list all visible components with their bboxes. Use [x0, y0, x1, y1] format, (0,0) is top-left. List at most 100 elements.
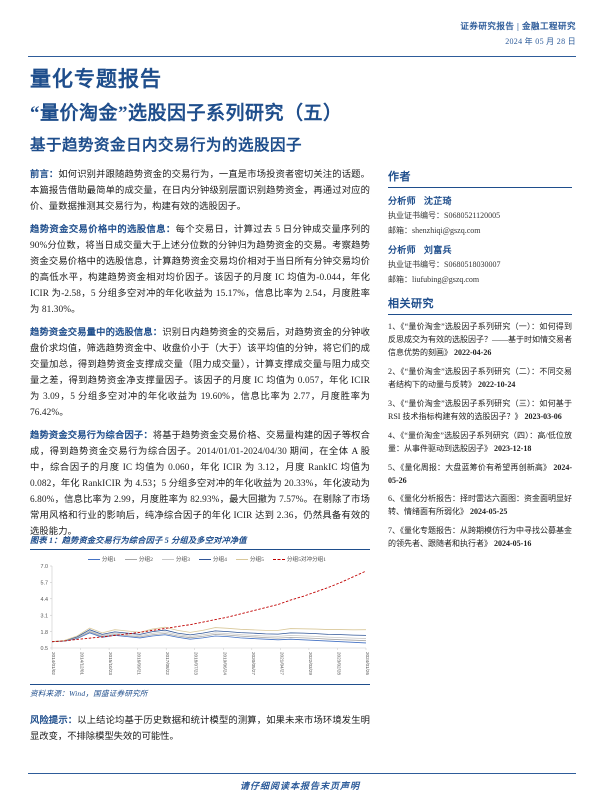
risk-disclosure: 风险提示：以上结论均基于历史数据和统计模型的测算，如果未来市场环境发生明显改变，…: [30, 714, 370, 746]
related-research-text: 3、《“量价淘金”选股因子系列研究（三）：如何基于 RSI 技术指标构建有效的选…: [388, 398, 572, 421]
header-date: 2024 年 05 月 28 日: [505, 36, 576, 46]
paragraph-volume-signal-text: 识别日内趋势资金的交易后，对趋势资金的分钟收盘价求均值，筛选趋势资金中、收盘价小…: [30, 327, 371, 418]
chart-y-tick-label: 5.7: [41, 581, 49, 587]
chart-x-tick-label: 2015/10/23: [108, 652, 113, 675]
paragraph-preface-lead: 前言：: [30, 170, 59, 180]
analyst-email[interactable]: 邮箱：liufubing@gszq.com: [388, 274, 572, 286]
paragraph-composite-factor-lead: 趋势资金交易行为综合因子：: [30, 430, 153, 441]
chart-legend-item: 分组1: [87, 555, 116, 563]
chart-series-line: [51, 626, 367, 643]
chart-y-tick-label: 4.4: [41, 597, 49, 603]
analyst-email-value[interactable]: shenzhiqi@gszq.com: [412, 226, 481, 235]
analyst-license-value: S0680518030007: [444, 260, 501, 269]
paragraph-preface: 前言：如何识别并跟随趋势资金的交易行为，一直是市场投资者密切关注的话题。本篇报告…: [30, 168, 370, 216]
figure-body: 分组1 分组2 分组3 分组4 分组5 分组5对冲分组1 0.5 1.8 3.1 4.4 5.7 7…: [30, 550, 370, 685]
analyst-email-label: 邮箱：: [388, 226, 412, 235]
sidebar-related-heading: 相关研究: [388, 295, 572, 315]
chart-legend-label: 分组5对冲分组1: [286, 557, 327, 563]
chart-series-line: [51, 629, 367, 643]
chart-legend-label: 分组4: [212, 557, 227, 563]
related-research-date: 2023-03-06: [524, 411, 562, 421]
paragraph-price-signal: 趋势资金交易价格中的选股信息：每个交易日，计算过去 5 日分钟成交量序列的 90…: [30, 223, 370, 319]
chart-x-tick-label: 2019/06/24: [222, 652, 227, 675]
paragraph-composite-factor-text: 将基于趋势资金交易价格、交易量构建的因子等权合成，得到趋势资金交易行为综合因子。…: [30, 430, 370, 537]
chart-x-tick-label: 2023/02/28: [336, 652, 341, 675]
chart-y-tick-label: 3.1: [41, 613, 49, 619]
sidebar-authors-heading: 作者: [388, 168, 572, 188]
header-report-type: 证券研究报告 | 金融工程研究: [460, 21, 576, 31]
chart-x-tick-label: 2021/04/27: [279, 652, 284, 675]
chart-legend-swatch: [272, 558, 285, 560]
chart-x-tick-label: 2017/08/22: [165, 652, 170, 675]
title-block: 量化专题报告 “量价淘金”选股因子系列研究（五） 基于趋势资金日内交易行为的选股…: [30, 66, 460, 156]
chart-legend-item: 分组5: [235, 555, 264, 563]
analyst-license-value: S0680521120005: [444, 211, 501, 220]
analyst-role: 分析师: [388, 245, 416, 255]
chart-legend-item: 分组4: [198, 555, 227, 563]
chart-y-tick-label: 7.0: [41, 564, 49, 570]
header-divider: [28, 56, 576, 57]
analyst-email-value[interactable]: liufubing@gszq.com: [412, 275, 480, 284]
net-value-line-chart: 0.5 1.8 3.1 4.4 5.7 7.0 2014/01/02 2014/12/01 20…: [41, 564, 371, 675]
chart-legend-swatch: [124, 558, 137, 560]
chart-x-tick-label: 2024/01/26: [365, 652, 370, 675]
related-research-item[interactable]: 1、《“量价淘金”选股因子系列研究（一）：如何得到反思成交为有效的选股因子？——…: [388, 321, 572, 360]
chart-legend-item: 分组5对冲分组1: [272, 555, 327, 563]
analyst-license-label: 执业证书编号：: [388, 260, 444, 269]
related-research-text: 6、《量化分析报告：择时雷达六面图：资金面明显好转、情绪面有所弱化》: [388, 494, 572, 517]
analyst-email[interactable]: 邮箱：shenzhiqi@gszq.com: [388, 225, 572, 237]
related-research-item[interactable]: 4、《“量价淘金”选股因子系列研究（四）：高/低位放量：从事件驱动到选股因子》 …: [388, 430, 572, 456]
figure-title: 图表 1：趋势资金交易行为综合因子 5 分组及多空对冲净值: [30, 534, 370, 550]
analyst-name: 刘富兵: [423, 245, 452, 255]
main-body: 前言：如何识别并跟随趋势资金的交易行为，一直是市场投资者密切关注的话题。本篇报告…: [30, 168, 370, 548]
related-research-date: 2024-05-16: [494, 539, 532, 549]
chart-x-tick-label: 2018/07/23: [194, 652, 199, 675]
chart-legend: 分组1 分组2 分组3 分组4 分组5 分组5对冲分组1: [44, 555, 370, 563]
chart-legend-label: 分组2: [138, 557, 153, 563]
paragraph-volume-signal-lead: 趋势资金交易量中的选股信息：: [30, 327, 163, 338]
related-research-item[interactable]: 6、《量化分析报告：择时雷达六面图：资金面明显好转、情绪面有所弱化》 2024-…: [388, 493, 572, 519]
figure-source: 资料来源：Wind，国盛证券研究所: [30, 689, 148, 698]
chart-legend-swatch: [235, 558, 248, 560]
chart-legend-swatch: [161, 558, 174, 560]
related-research-item[interactable]: 5、《量化周报：大盘蓝筹价有希望再创新高》 2024-05-26: [388, 462, 572, 488]
paragraph-price-signal-text: 每个交易日，计算过去 5 日分钟成交量序列的 90%分位数，将当日成交量大于上述…: [30, 224, 370, 315]
chart-legend-label: 分组5: [249, 557, 264, 563]
chart-series-line: [51, 570, 367, 643]
related-research-item[interactable]: 3、《“量价淘金”选股因子系列研究（三）：如何基于 RSI 技术指标构建有效的选…: [388, 398, 572, 424]
chart-legend-swatch: [87, 558, 100, 560]
chart-x-tick-label: 2016/09/21: [137, 652, 142, 675]
analyst-license: 执业证书编号：S0680518030007: [388, 259, 572, 271]
paragraph-volume-signal: 趋势资金交易量中的选股信息：识别日内趋势资金的交易后，对趋势资金的分钟收盘价求均…: [30, 326, 370, 422]
chart-legend-swatch: [198, 558, 211, 560]
footer-notice: 请仔细阅读本报告末页声明: [239, 781, 360, 791]
chart-x-tick-label: 2014/01/02: [51, 652, 56, 675]
related-research-date: 2024-05-26: [388, 462, 573, 485]
related-research-date: 2024-05-25: [470, 507, 508, 517]
related-research-text: 1、《“量价淘金”选股因子系列研究（一）：如何得到反思成交为有效的选股因子？——…: [388, 322, 572, 357]
related-research-date: 2022-04-26: [454, 347, 492, 357]
chart-legend-item: 分组3: [161, 555, 190, 563]
page-subtitle: 基于趋势资金日内交易行为的选股因子: [30, 136, 303, 154]
document-header: 证券研究报告 | 金融工程研究 2024 年 05 月 28 日: [460, 20, 576, 48]
analyst-name: 沈芷琦: [423, 196, 452, 206]
analyst-name-row: 分析师 刘富兵: [388, 243, 572, 256]
figure-1: 图表 1：趋势资金交易行为综合因子 5 分组及多空对冲净值 分组1 分组2 分组3 分…: [30, 534, 370, 699]
analyst-entry: 分析师 沈芷琦 执业证书编号：S0680521120005 邮箱：shenzhiq…: [388, 194, 572, 237]
related-research-item[interactable]: 7、《量化专题报告：从跨期模仿行为中寻找公募基金的领先者、跟随者和执行者》 20…: [388, 525, 572, 551]
chart-x-tick-label: 2020/05/27: [251, 652, 256, 675]
related-research-text: 7、《量化专题报告：从跨期模仿行为中寻找公募基金的领先者、跟随者和执行者》: [388, 526, 572, 549]
footer-divider: [28, 773, 576, 774]
chart-legend-label: 分组3: [175, 557, 190, 563]
related-research-item[interactable]: 2、《“量价淘金”选股因子系列研究（二）：不同交易者结构下的动量与反转》 202…: [388, 366, 572, 392]
chart-legend-item: 分组2: [124, 555, 153, 563]
related-research-text: 5、《量化周报：大盘蓝筹价有希望再创新高》: [388, 462, 552, 472]
analyst-role: 分析师: [388, 196, 416, 206]
chart-series-line: [51, 631, 367, 643]
chart-series-line: [51, 630, 367, 643]
chart-y-tick-label: 1.8: [41, 630, 49, 636]
analyst-email-label: 邮箱：: [388, 275, 412, 284]
page-title: “量价淘金”选股因子系列研究（五）: [30, 103, 343, 125]
risk-disclosure-lead: 风险提示：: [30, 716, 78, 726]
